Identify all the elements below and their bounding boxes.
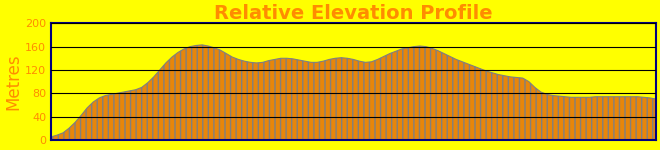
Title: Relative Elevation Profile: Relative Elevation Profile (214, 4, 493, 23)
Y-axis label: Metres: Metres (4, 53, 22, 110)
